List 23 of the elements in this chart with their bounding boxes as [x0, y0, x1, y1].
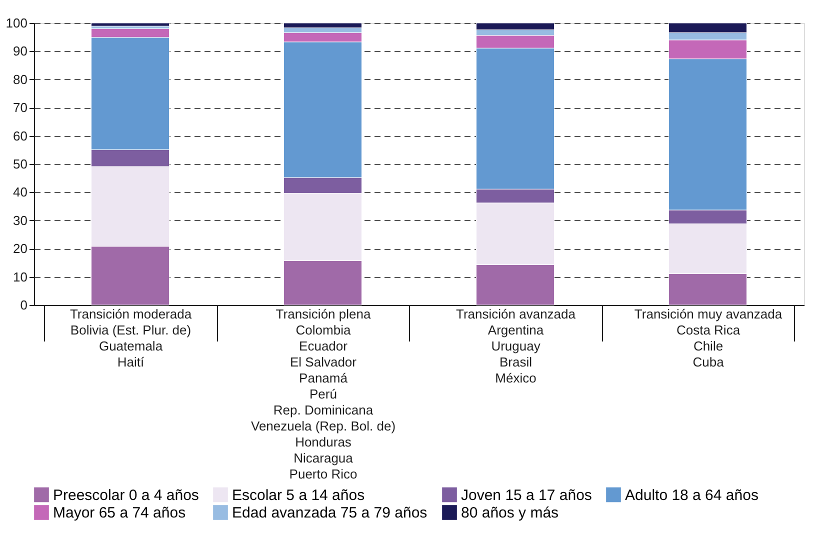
y-tick-label: 10 — [13, 269, 28, 284]
legend-label: Escolar 5 a 14 años — [232, 486, 365, 504]
legend-label: Joven 15 a 17 años — [461, 486, 592, 504]
x-tick-label: Transición avanzada Argentina Uruguay Brasil México — [456, 306, 576, 386]
legend-label: 80 años y más — [461, 504, 559, 522]
legend-label: Edad avanzada 75 a 79 años — [232, 504, 428, 522]
y-tick-label: 60 — [13, 128, 28, 144]
y-tick-label: 90 — [13, 44, 28, 59]
legend-label: Adulto 18 a 64 años — [625, 486, 758, 504]
y-tick-label: 80 — [13, 72, 28, 87]
y-tick-label: 0 — [20, 298, 28, 312]
x-tick-label: Transición muy avanzada Costa Rica Chile Cuba — [634, 306, 783, 370]
y-tick-label: 100 — [6, 16, 28, 30]
y-tick-label: 50 — [13, 156, 28, 172]
y-tick-label: 70 — [13, 100, 28, 116]
y-tick-label: 20 — [13, 241, 28, 256]
y-tick-label: 40 — [13, 184, 28, 200]
category-label: Transición plena Colombia Ecuador El Salvador Panamá Perú Rep. Dominicana Venezuela (Rep. Bol. de) Honduras Nicaragua Puerto Rico — [250, 306, 396, 482]
x-tick-label: Transición moderada Bolivia (Est. Plur. de) Guatemala Haití — [70, 306, 192, 370]
legend-label: Mayor 65 a 74 años — [53, 504, 186, 522]
legend-label: Preescolar 0 a 4 años — [53, 486, 199, 504]
y-tick-label: 30 — [13, 212, 28, 228]
bar — [91, 22, 170, 26]
